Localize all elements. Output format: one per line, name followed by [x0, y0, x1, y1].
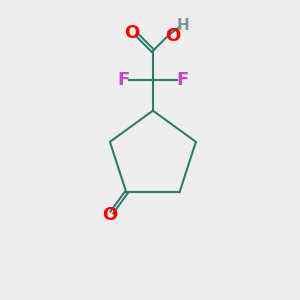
Text: H: H: [177, 18, 189, 33]
Text: F: F: [176, 71, 188, 89]
Text: O: O: [124, 24, 139, 42]
Text: O: O: [102, 206, 117, 224]
Text: F: F: [118, 71, 130, 89]
Text: O: O: [165, 27, 180, 45]
